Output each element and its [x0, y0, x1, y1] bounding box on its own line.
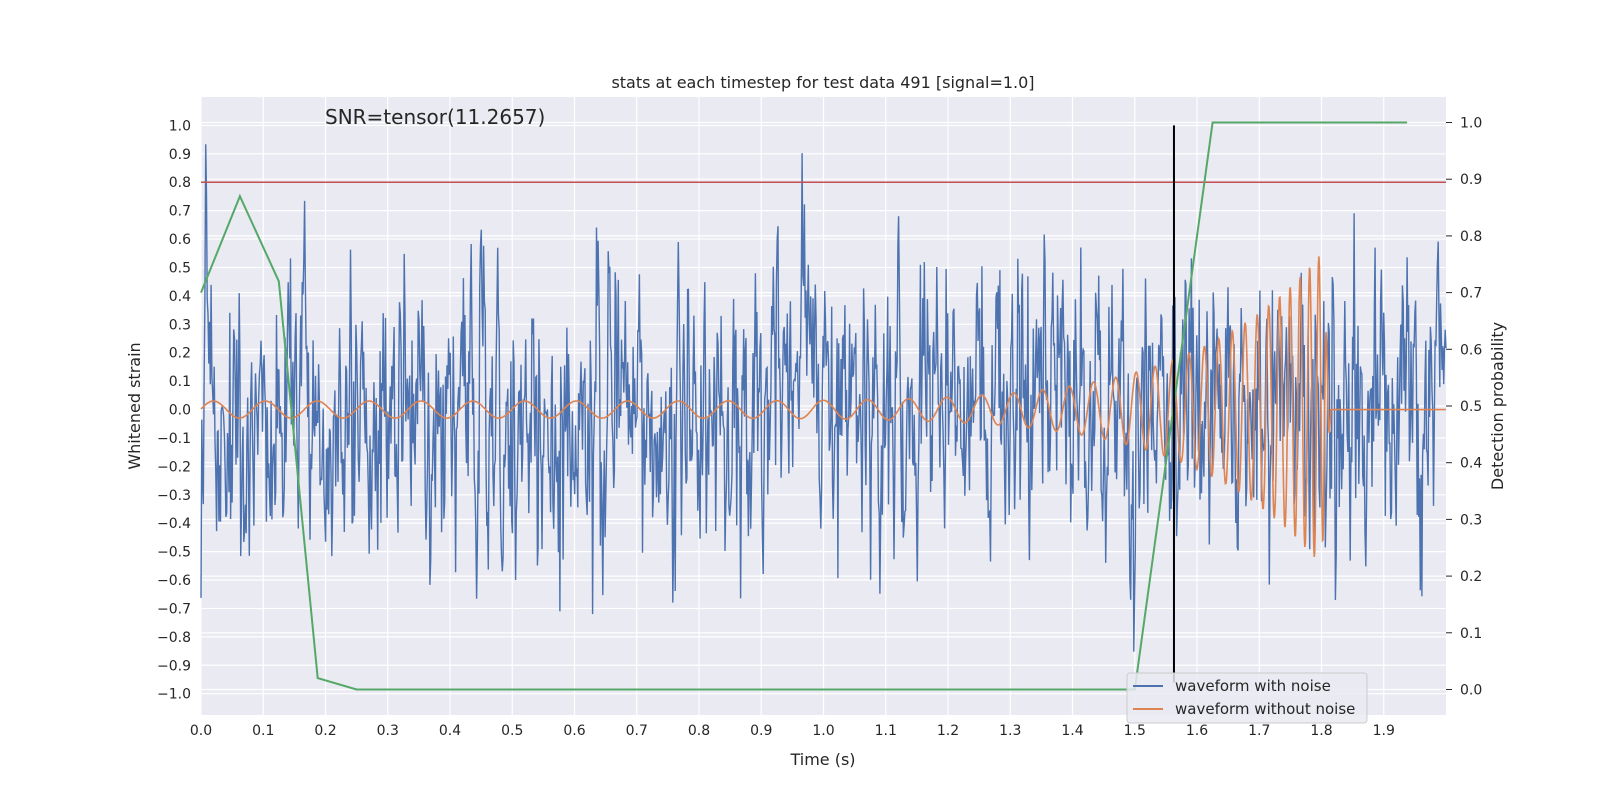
detection-probability-line — [200, 121, 1408, 691]
y-tick-label: 0.5 — [169, 260, 191, 276]
y-tick-label: 0.1 — [169, 374, 191, 390]
x-axis-ticks: 0.0 0.1 0.2 0.3 0.4 0.5 0.6 0.7 0.8 0.9 1.0 1.1 1.2 1… — [190, 723, 1395, 739]
y2-tick-label: 0.4 — [1460, 456, 1482, 472]
y-tick-label: −0.3 — [157, 488, 191, 504]
y-tick-label: −0.7 — [157, 601, 191, 617]
x-tick-label: 1.7 — [1248, 723, 1270, 739]
x-tick-label: 1.8 — [1310, 723, 1332, 739]
chart-title: stats at each timestep for test data 491… — [611, 73, 1034, 92]
x-tick-label: 1.4 — [1061, 723, 1083, 739]
snr-annotation: SNR=tensor(11.2657) — [325, 105, 545, 129]
y-tick-label: −0.8 — [157, 630, 191, 646]
y-tick-label: 0.0 — [169, 403, 191, 419]
y-axis-title: Whitened strain — [125, 342, 144, 469]
x-tick-label: 1.2 — [937, 723, 959, 739]
y2-tick-label: 0.3 — [1460, 512, 1482, 528]
y2-tick-label: 0.7 — [1460, 286, 1482, 302]
y2-axis-ticks: 0.0 0.1 0.2 0.3 0.4 0.5 0.6 0.7 0.8 0.9 1.0 — [1446, 116, 1482, 698]
legend-label-clean: waveform without noise — [1175, 700, 1355, 718]
x-tick-label: 0.2 — [314, 723, 336, 739]
legend: waveform with noise waveform without noi… — [1126, 672, 1368, 724]
y-tick-label: 0.2 — [169, 346, 191, 362]
y-tick-label: −1.0 — [157, 687, 191, 703]
y2-tick-label: 0.1 — [1460, 626, 1482, 642]
x-tick-label: 1.5 — [1124, 723, 1146, 739]
y-tick-label: 0.6 — [169, 232, 191, 248]
y-tick-label: −0.1 — [157, 431, 191, 447]
x-tick-label: 1.1 — [875, 723, 897, 739]
grid — [200, 97, 1446, 715]
x-tick-label: 0.7 — [626, 723, 648, 739]
y2-tick-label: 1.0 — [1460, 116, 1482, 132]
series-layer — [200, 121, 1447, 691]
x-tick-label: 1.0 — [812, 723, 834, 739]
y-tick-label: 0.7 — [169, 204, 191, 220]
x-tick-label: 0.5 — [501, 723, 523, 739]
x-tick-label: 0.6 — [563, 723, 585, 739]
y2-tick-label: 0.8 — [1460, 229, 1482, 245]
x-tick-label: 0.9 — [750, 723, 772, 739]
x-axis-title: Time (s) — [789, 750, 855, 769]
x-tick-label: 1.9 — [1373, 723, 1395, 739]
y-tick-label: −0.5 — [157, 545, 191, 561]
x-tick-label: 0.3 — [377, 723, 399, 739]
y-tick-label: −0.9 — [157, 658, 191, 674]
noisy-waveform-line — [200, 144, 1447, 652]
y2-tick-label: 0.9 — [1460, 172, 1482, 188]
y-tick-label: 0.3 — [169, 317, 191, 333]
y-tick-label: 0.8 — [169, 175, 191, 191]
y-tick-label: −0.2 — [157, 459, 191, 475]
y-tick-label: 0.9 — [169, 147, 191, 163]
clean-waveform-line — [200, 256, 1446, 557]
y2-tick-label: 0.5 — [1460, 399, 1482, 415]
legend-box — [1126, 672, 1368, 724]
legend-label-noisy: waveform with noise — [1175, 677, 1331, 695]
y-tick-label: 0.4 — [169, 289, 191, 305]
y-tick-label: 1.0 — [169, 118, 191, 134]
y-tick-label: −0.4 — [157, 516, 191, 532]
x-tick-label: 0.1 — [252, 723, 274, 739]
x-tick-label: 1.6 — [1186, 723, 1208, 739]
y-tick-label: −0.6 — [157, 573, 191, 589]
y2-tick-label: 0.2 — [1460, 569, 1482, 585]
x-tick-label: 0.8 — [688, 723, 710, 739]
y2-axis-title: Detection probability — [1488, 322, 1507, 490]
x-tick-label: 1.3 — [999, 723, 1021, 739]
y2-tick-label: 0.0 — [1460, 682, 1482, 698]
y-axis-ticks: −1.0 −0.9 −0.8 −0.7 −0.6 −0.5 −0.4 −0.3 −0.2 −0.1… — [157, 118, 191, 702]
y2-tick-label: 0.6 — [1460, 342, 1482, 358]
x-tick-label: 0.4 — [439, 723, 461, 739]
x-tick-label: 0.0 — [190, 723, 212, 739]
